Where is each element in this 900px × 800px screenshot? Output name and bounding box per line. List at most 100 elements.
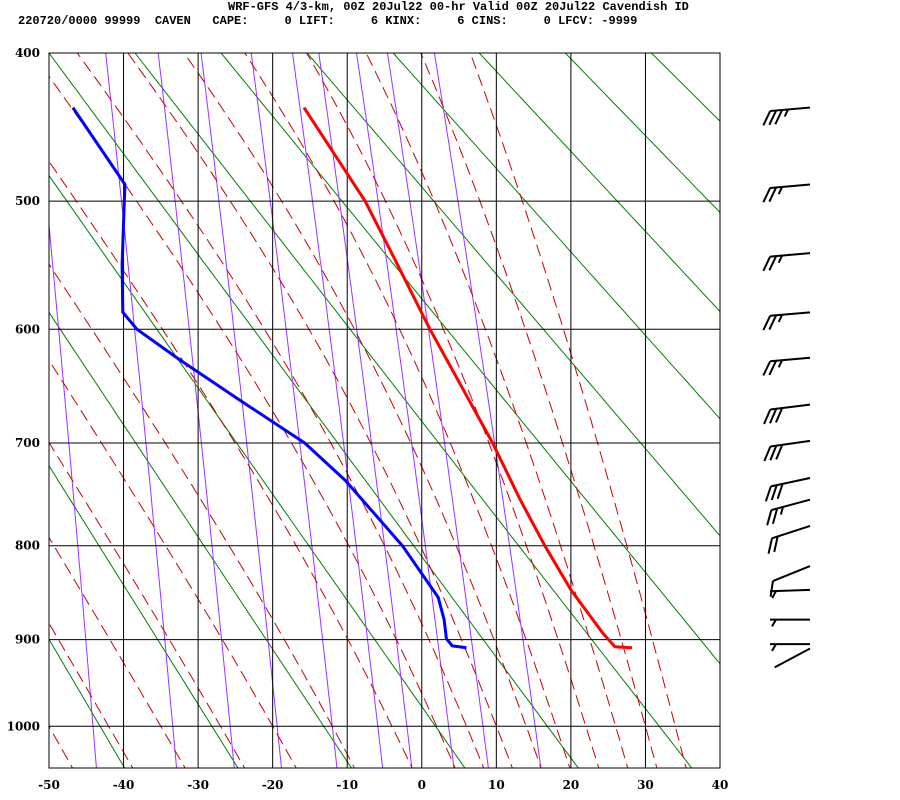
wind-barb-feather [769, 580, 774, 597]
moist-adiabat-line [49, 536, 186, 768]
wind-barb-feather [783, 109, 789, 118]
wind-barb-feather [777, 255, 784, 264]
moist-adiabat-line [244, 53, 571, 768]
y-tick-label: 900 [15, 633, 40, 647]
wind-barb-feather [762, 256, 772, 272]
wind-barb-feather [768, 314, 778, 330]
wind-barb-feather [768, 110, 778, 126]
wind-barb [762, 106, 811, 126]
x-tick-label: 40 [712, 778, 729, 792]
wind-barb [762, 252, 811, 272]
wind-barb-staff [770, 311, 811, 317]
mixing-ratio-line [250, 53, 338, 768]
x-tick-label: -20 [262, 778, 284, 792]
mixing-ratio-line [105, 53, 178, 768]
moist-adiabat-line [365, 53, 629, 768]
sounding-indices: 220720/0000 99999 CAVEN CAPE: 0 LIFT: 6 … [18, 14, 638, 28]
dry-adiabat-line [306, 53, 720, 537]
wind-barb-staff [770, 183, 811, 189]
mixing-ratio-line [291, 53, 384, 768]
wind-barb-staff [771, 498, 811, 512]
wind-barb [770, 618, 810, 627]
wind-barb-staff [770, 477, 811, 488]
wind-barb-feather [769, 408, 778, 424]
mixing-ratio-line [355, 53, 455, 768]
wind-barb [774, 647, 811, 669]
wind-barb [763, 439, 811, 462]
dry-adiabat-line [49, 464, 239, 768]
wind-barb-feather [779, 506, 784, 515]
wind-barb-staff [771, 524, 811, 540]
wind-barb-feather [771, 590, 777, 599]
wind-barb-feather [775, 407, 784, 423]
wind-barb-staff [774, 647, 811, 669]
mixing-ratio-line [318, 53, 413, 768]
moist-adiabat-line [49, 359, 297, 768]
dry-adiabat-line [392, 53, 720, 420]
y-tick-label: 700 [15, 436, 40, 450]
mixing-ratio-line [433, 53, 542, 768]
wind-barb [762, 311, 811, 331]
wind-barb-staff [770, 403, 811, 411]
dry-adiabat-line [49, 53, 579, 768]
wind-barb [767, 524, 811, 554]
wind-barb-feather [776, 483, 784, 500]
wind-barb-staff [770, 106, 811, 113]
wind-barb [763, 403, 811, 425]
x-tick-label: -50 [38, 778, 60, 792]
wind-barb-staff [769, 588, 811, 593]
wind-barb-feather [764, 486, 772, 502]
wind-barb-feather [777, 314, 784, 323]
wind-barb-feather [762, 360, 772, 376]
wind-barb-feather [775, 444, 784, 460]
y-tick-label: 600 [15, 322, 40, 336]
dry-adiabat-line [49, 638, 126, 768]
plot-frame [48, 52, 721, 769]
x-tick-label: -40 [113, 778, 135, 792]
wind-barb-feather [770, 484, 778, 501]
wind-barb-feather [762, 110, 772, 126]
moist-adiabat-line [76, 53, 485, 768]
temperature-line [302, 106, 633, 650]
wind-barb [766, 498, 811, 526]
wind-barb [762, 356, 811, 376]
moist-adiabat-line [49, 160, 413, 768]
wind-barb-feather [771, 643, 777, 652]
dry-adiabat-line [49, 311, 353, 768]
wind-barb-feather [762, 187, 772, 203]
x-tick-label: 10 [488, 778, 505, 792]
wind-barb-feather [768, 360, 778, 376]
moist-adiabat-line [49, 441, 246, 768]
x-tick-label: 20 [563, 778, 580, 792]
wind-barb-feather [771, 619, 777, 627]
wind-barb [769, 588, 811, 599]
y-tick-label: 400 [15, 46, 40, 60]
wind-barb [764, 477, 811, 502]
wind-barb [770, 643, 810, 652]
y-tick-label: 800 [15, 539, 40, 553]
dry-adiabat-line [650, 53, 720, 122]
moist-adiabat-line [49, 75, 456, 768]
y-tick-label: 500 [15, 194, 40, 208]
wind-barb-feather [762, 315, 772, 331]
plot-area [49, 53, 720, 768]
wind-barb-feather [769, 445, 778, 461]
wind-barb-feather [766, 509, 773, 526]
wind-barb-staff [770, 252, 811, 258]
wind-barb-feather [768, 255, 778, 271]
dry-adiabat-line [478, 53, 720, 313]
moist-adiabat-line [183, 53, 542, 768]
wind-barb-feather [773, 536, 779, 553]
y-tick-label: 1000 [7, 719, 40, 733]
moist-adiabat-line [127, 53, 513, 768]
wind-barb-staff [770, 356, 811, 363]
mixing-ratio-line [49, 220, 97, 768]
wind-barb-feather [777, 186, 784, 195]
wind-barb-feather [768, 187, 778, 203]
dry-adiabat-line [564, 53, 720, 214]
dry-adiabat-line [220, 53, 720, 665]
wind-barb-feather [767, 538, 773, 554]
wind-barb-feather [774, 109, 784, 125]
